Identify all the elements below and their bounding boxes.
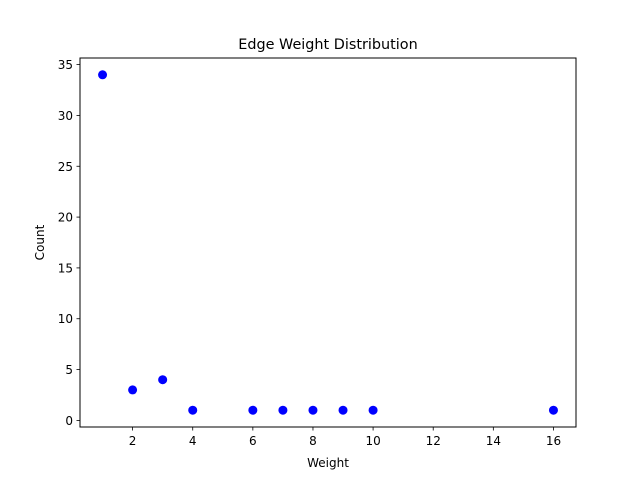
y-tick-label: 25 — [58, 160, 73, 174]
y-axis-label: Count — [33, 224, 47, 260]
plot-frame — [79, 57, 577, 428]
x-tick-label: 2 — [129, 434, 137, 448]
x-axis-ticks: 2 4 6 8 10 12 14 16 — [129, 427, 561, 448]
x-tick-label: 14 — [486, 434, 501, 448]
data-point — [158, 375, 168, 385]
data-points — [98, 70, 558, 415]
plot-area — [79, 57, 577, 428]
data-point — [278, 405, 288, 415]
data-point — [98, 70, 108, 80]
y-tick-label: 35 — [58, 58, 73, 72]
data-point — [338, 405, 348, 415]
data-point — [128, 385, 138, 395]
y-tick-label: 10 — [58, 312, 73, 326]
x-axis-label: Weight — [307, 456, 349, 470]
y-tick-label: 5 — [65, 363, 73, 377]
y-tick-label: 0 — [65, 414, 73, 428]
x-tick-label: 8 — [309, 434, 317, 448]
x-tick-label: 4 — [189, 434, 197, 448]
y-axis-ticks: 0 5 10 15 20 25 30 35 — [58, 58, 80, 428]
y-tick-label: 30 — [58, 109, 73, 123]
x-tick-label: 16 — [546, 434, 561, 448]
data-point — [368, 405, 378, 415]
data-point — [548, 405, 558, 415]
data-point — [188, 405, 198, 415]
data-point — [248, 405, 258, 415]
y-tick-label: 15 — [58, 261, 73, 275]
chart-title: Edge Weight Distribution — [238, 37, 417, 53]
x-tick-label: 12 — [426, 434, 441, 448]
x-tick-label: 10 — [365, 434, 380, 448]
data-point — [308, 405, 318, 415]
x-tick-label: 6 — [249, 434, 257, 448]
y-tick-label: 20 — [58, 211, 73, 225]
